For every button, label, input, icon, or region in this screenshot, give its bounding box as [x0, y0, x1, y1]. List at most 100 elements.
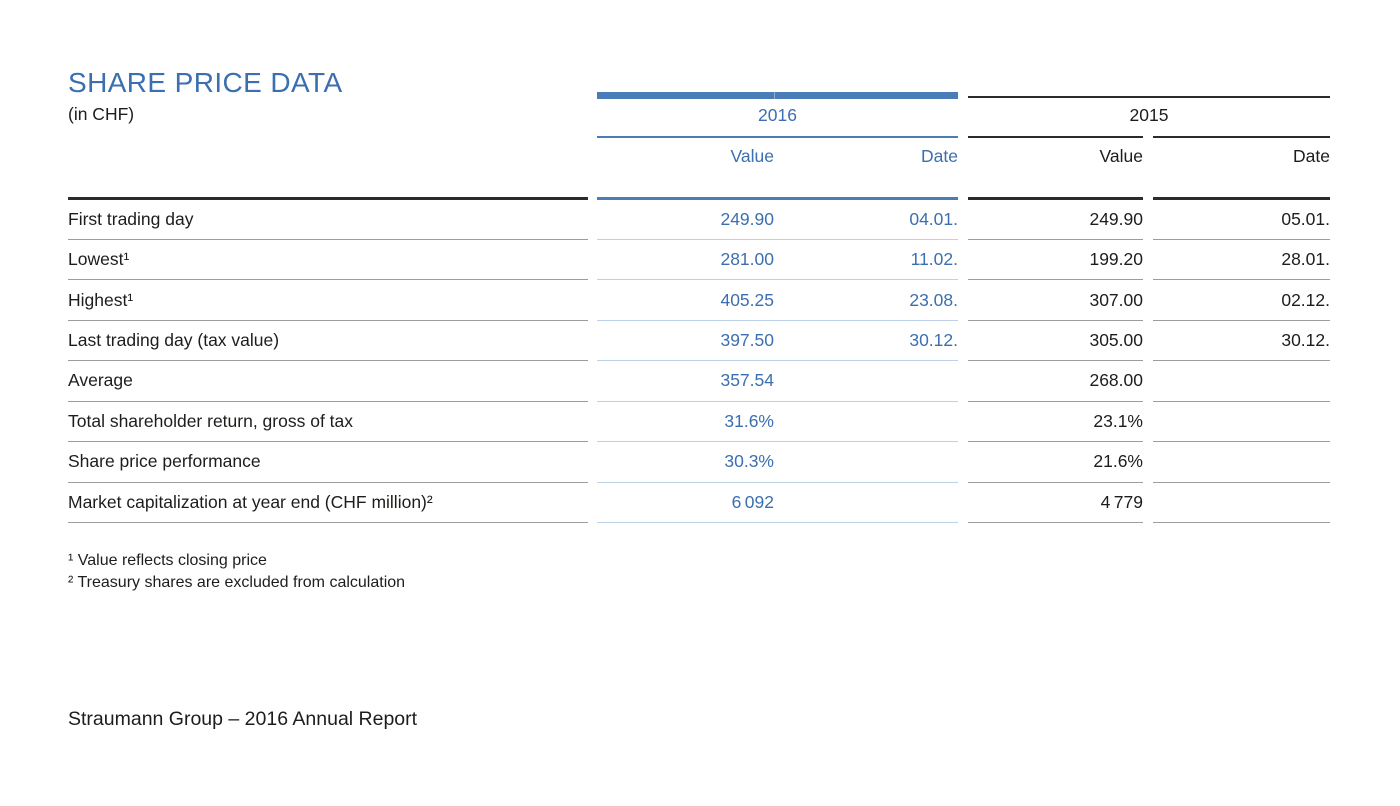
date-2015: 30.12. — [1153, 321, 1330, 362]
table-row: Last trading day (tax value) 397.50 30.1… — [68, 321, 1330, 362]
share-price-table: First trading day 249.90 04.01. 249.90 0… — [68, 197, 1330, 523]
row-label: First trading day — [68, 200, 588, 240]
page-title: SHARE PRICE DATA — [68, 67, 343, 98]
row-label: Last trading day (tax value) — [68, 321, 588, 362]
footnote-1: ¹ Value reflects closing price — [68, 552, 267, 569]
column-gap — [958, 402, 968, 442]
header-2015-date: Date — [1293, 146, 1330, 166]
table-row: Lowest¹ 281.00 11.02. 199.20 28.01. — [68, 240, 1330, 281]
value-2015: 307.00 — [968, 280, 1143, 321]
column-gap — [588, 240, 597, 280]
column-gap — [958, 361, 968, 401]
value-2015: 23.1% — [968, 402, 1143, 443]
column-gap — [958, 442, 968, 482]
value-2016: 397.50 — [720, 330, 774, 351]
column-gap — [958, 200, 968, 240]
date-2015: 02.12. — [1153, 280, 1330, 321]
top-rule-label-column — [68, 197, 588, 200]
column-gap — [1143, 402, 1153, 442]
cells-2016: 281.00 11.02. — [597, 240, 958, 281]
top-rule-2015-date — [1153, 197, 1330, 200]
year-2016-underline-rule — [597, 136, 958, 138]
column-gap — [1143, 483, 1153, 523]
cells-2016: 357.54 — [597, 361, 958, 402]
column-group-year-2016: 2016 — [758, 105, 797, 125]
cells-2016: 405.25 23.08. — [597, 280, 958, 321]
column-gap — [588, 321, 597, 361]
column-gap — [1143, 321, 1153, 361]
row-label: Lowest¹ — [68, 240, 588, 281]
value-2015: 21.6% — [968, 442, 1143, 483]
value-2015: 268.00 — [968, 361, 1143, 402]
value-2016: 249.90 — [720, 208, 774, 229]
column-gap — [958, 483, 968, 523]
column-group-year-2015: 2015 — [1129, 105, 1169, 125]
year-2016-top-bar — [597, 92, 958, 99]
column-gap — [588, 200, 597, 240]
header-2016-value: Value — [730, 146, 774, 166]
cells-2016: 249.90 04.01. — [597, 200, 958, 240]
row-label: Total shareholder return, gross of tax — [68, 402, 588, 443]
value-2015: 305.00 — [968, 321, 1143, 362]
footnotes: ¹ Value reflects closing price ² Treasur… — [68, 550, 405, 593]
table-top-rules — [68, 197, 1330, 200]
column-gap — [1143, 361, 1153, 401]
column-gap — [958, 240, 968, 280]
table-row: Average 357.54 268.00 — [68, 361, 1330, 402]
value-2016: 357.54 — [720, 370, 774, 391]
year-2015-underline-rule-value — [968, 136, 1143, 138]
column-gap — [958, 280, 968, 320]
row-label: Share price performance — [68, 442, 588, 483]
cells-2016: 30.3% — [597, 442, 958, 483]
table-row: Highest¹ 405.25 23.08. 307.00 02.12. — [68, 280, 1330, 321]
date-2016: 11.02. — [910, 249, 958, 270]
column-gap — [588, 402, 597, 442]
date-2016: 30.12. — [909, 330, 958, 351]
year-2015-underline-rule-date — [1153, 136, 1330, 138]
value-2016: 30.3% — [724, 451, 774, 472]
row-label: Market capitalization at year end (CHF m… — [68, 483, 588, 523]
column-gap — [1143, 240, 1153, 280]
column-gap — [588, 280, 597, 320]
cells-2016: 397.50 30.12. — [597, 321, 958, 362]
column-gap — [588, 442, 597, 482]
value-2015: 4 779 — [968, 483, 1143, 523]
column-gap — [588, 483, 597, 523]
column-gap — [1143, 442, 1153, 482]
column-headers-2016: Value Date — [597, 146, 958, 167]
column-gap — [1143, 280, 1153, 320]
date-2015 — [1153, 442, 1330, 483]
date-2016: 04.01. — [909, 208, 958, 229]
date-2015: 05.01. — [1153, 200, 1330, 240]
date-2015: 28.01. — [1153, 240, 1330, 281]
header-2015-gap — [1143, 146, 1153, 167]
row-label: Highest¹ — [68, 280, 588, 321]
table-row: Total shareholder return, gross of tax 3… — [68, 402, 1330, 443]
cells-2016: 6 092 — [597, 483, 958, 523]
year-2016-top-bar-seam — [774, 92, 775, 99]
date-2015 — [1153, 483, 1330, 523]
year-2015-top-rule — [968, 96, 1330, 98]
column-gap — [588, 361, 597, 401]
footnote-2: ² Treasury shares are excluded from calc… — [68, 573, 406, 591]
page-subtitle: (in CHF) — [68, 104, 135, 124]
row-label: Average — [68, 361, 588, 402]
value-2016: 31.6% — [724, 410, 774, 431]
value-2016: 405.25 — [720, 289, 774, 310]
table-row: Share price performance 30.3% 21.6% — [68, 442, 1330, 483]
date-2016: 23.08. — [909, 289, 958, 310]
value-2015: 199.20 — [968, 240, 1143, 281]
column-gap — [958, 321, 968, 361]
value-2015: 249.90 — [968, 200, 1143, 240]
date-2015 — [1153, 402, 1330, 443]
column-gap — [1143, 200, 1153, 240]
value-2016: 6 092 — [731, 491, 774, 512]
report-footer: Straumann Group – 2016 Annual Report — [68, 708, 418, 730]
table-row: First trading day 249.90 04.01. 249.90 0… — [68, 200, 1330, 240]
header-2016-date: Date — [921, 146, 958, 166]
value-2016: 281.00 — [720, 249, 774, 270]
table-row: Market capitalization at year end (CHF m… — [68, 483, 1330, 523]
column-headers-2015: Value Date — [968, 146, 1330, 167]
cells-2016: 31.6% — [597, 402, 958, 443]
